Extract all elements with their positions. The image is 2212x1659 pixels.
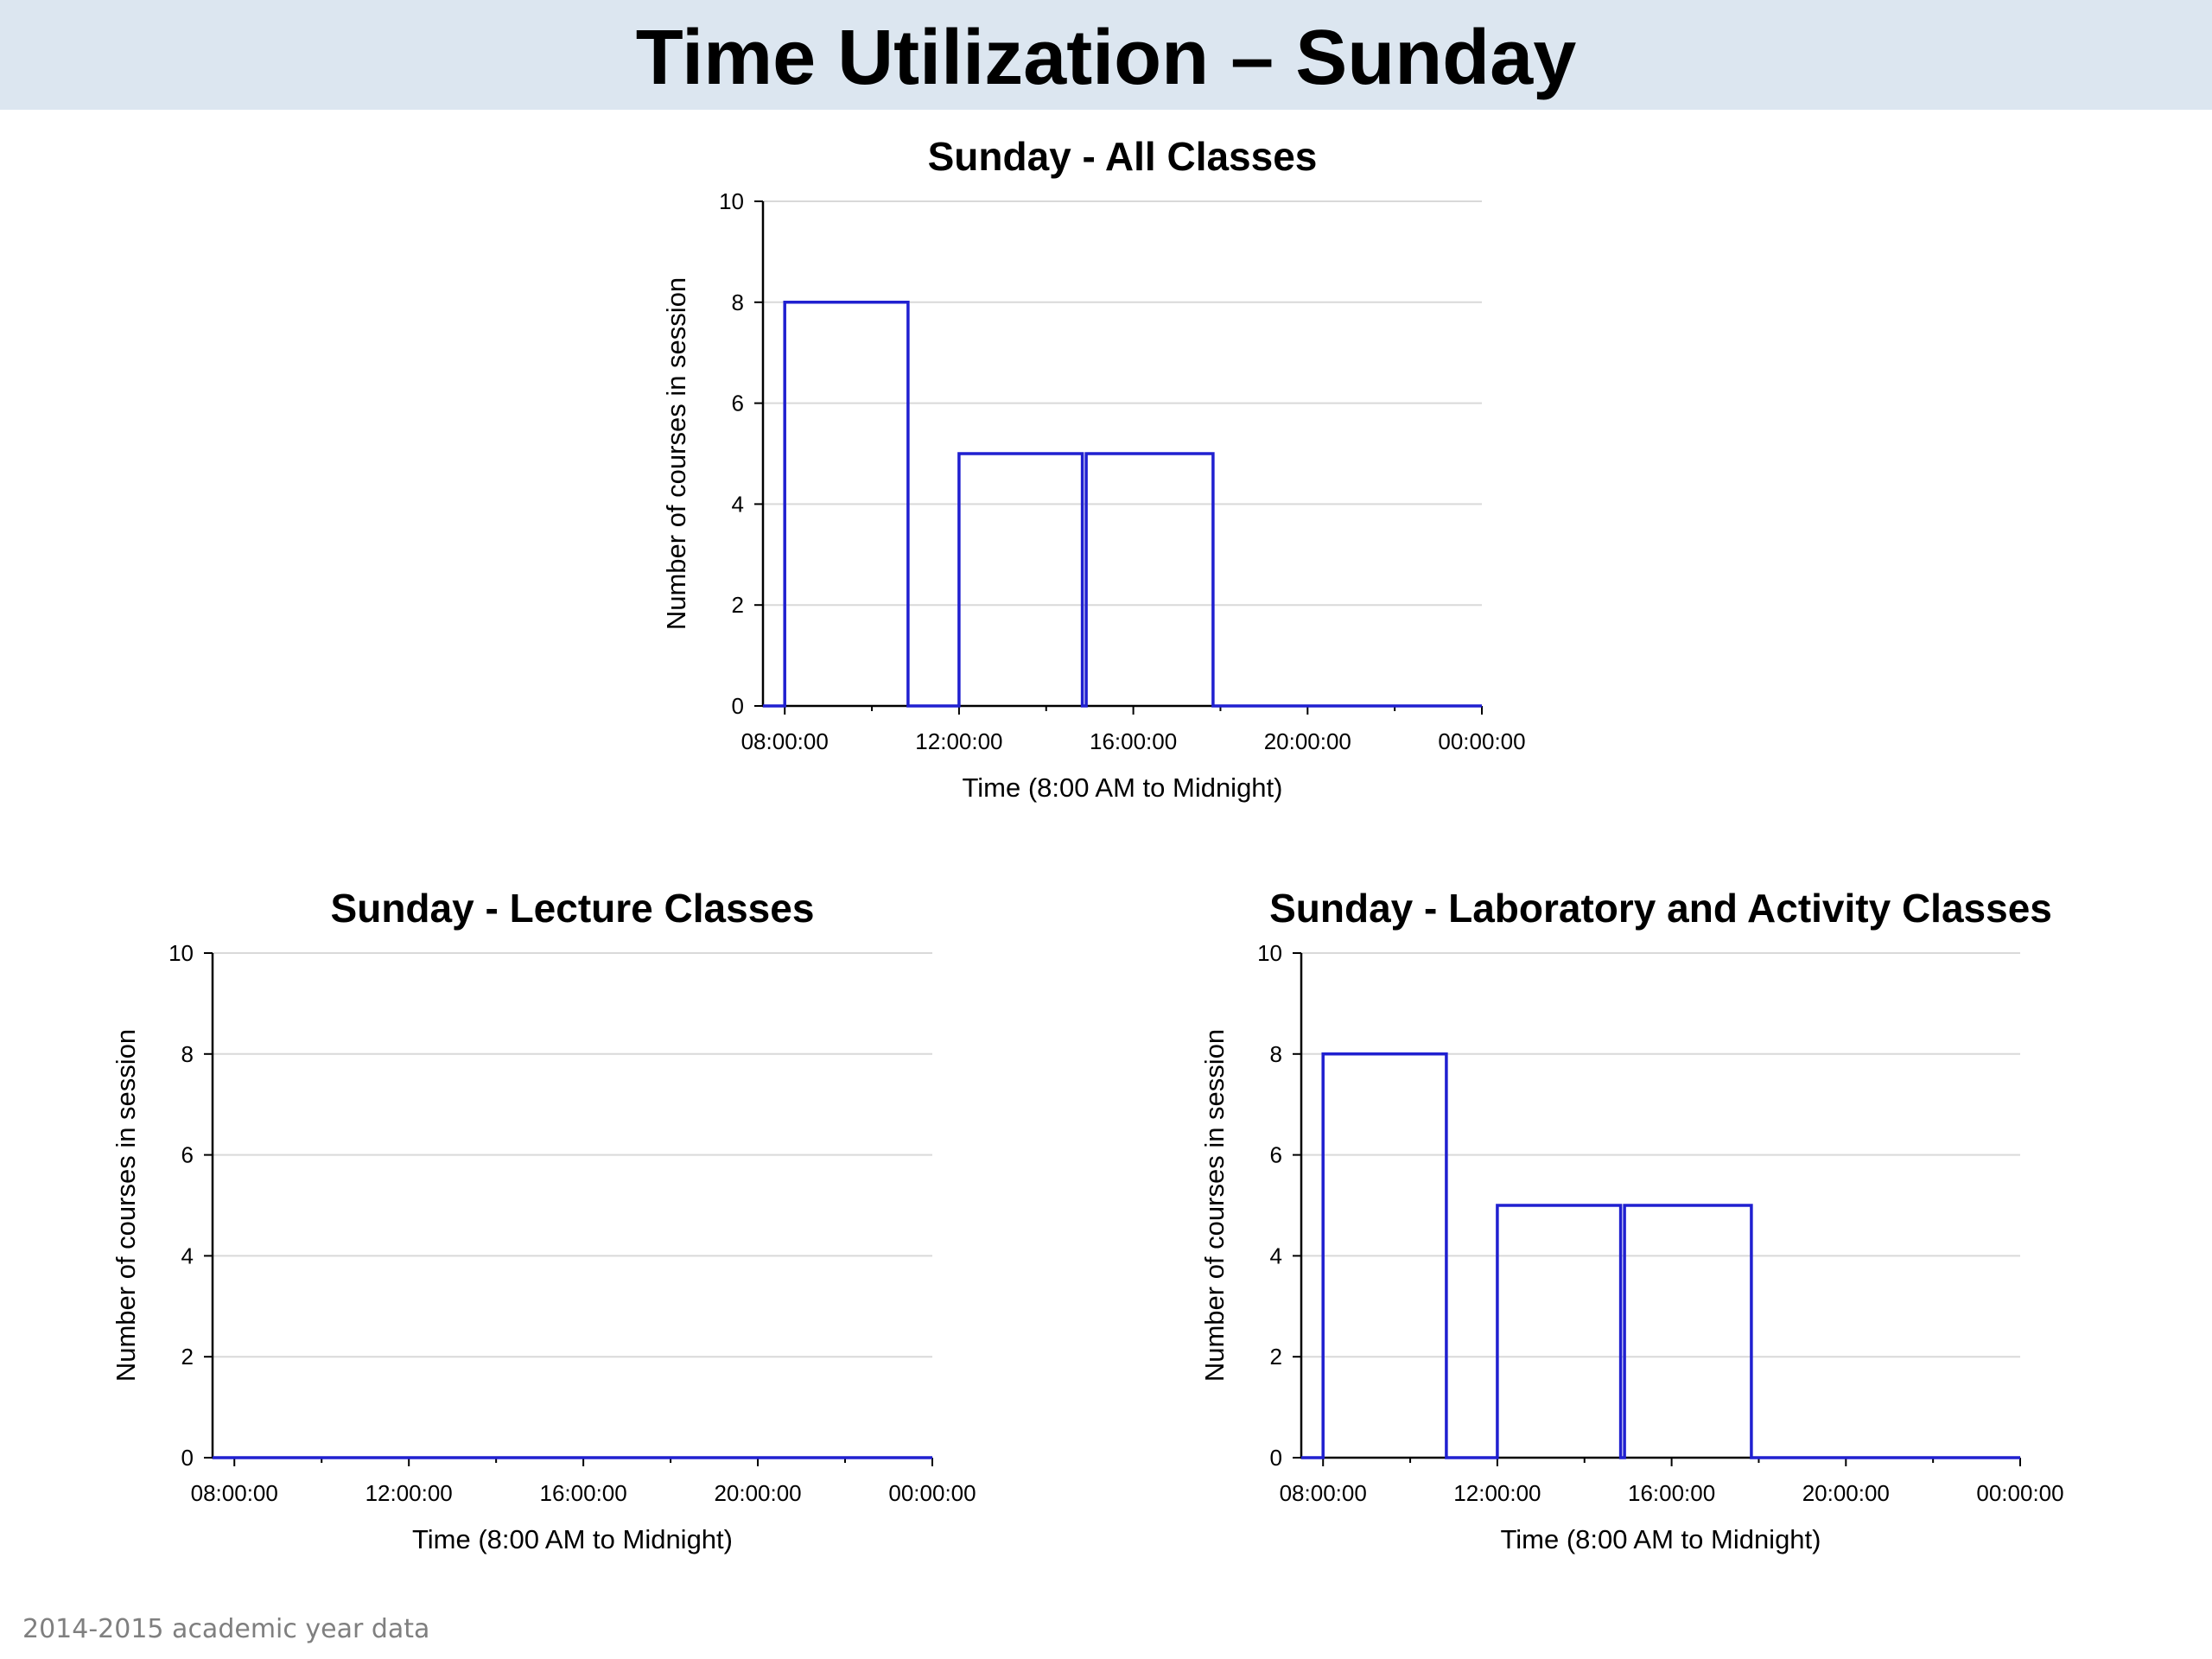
title-bar bbox=[0, 0, 2212, 110]
x-tick-label: 08:00:00 bbox=[1280, 1480, 1367, 1506]
y-tick-label: 4 bbox=[181, 1243, 194, 1268]
chart-title: Sunday - Laboratory and Activity Classes bbox=[1269, 886, 2052, 931]
y-tick-label: 2 bbox=[732, 592, 744, 618]
y-tick-label: 4 bbox=[1270, 1243, 1282, 1268]
y-tick-label: 10 bbox=[1257, 940, 1282, 966]
y-tick-label: 0 bbox=[1270, 1445, 1282, 1471]
y-tick-label: 10 bbox=[719, 188, 744, 214]
x-tick-label: 16:00:00 bbox=[1628, 1480, 1715, 1506]
y-tick-label: 6 bbox=[1270, 1142, 1282, 1168]
chart-title: Sunday - Lecture Classes bbox=[331, 886, 815, 931]
series-line bbox=[1301, 1052, 2020, 1459]
slide-title: Time Utilization – Sunday bbox=[635, 14, 1577, 101]
y-tick-label: 8 bbox=[732, 289, 744, 315]
x-tick-label: 00:00:00 bbox=[1438, 728, 1525, 754]
y-axis-label: Number of courses in session bbox=[111, 1029, 141, 1382]
x-axis-label: Time (8:00 AM to Midnight) bbox=[963, 772, 1283, 803]
x-tick-label: 00:00:00 bbox=[1976, 1480, 2063, 1506]
x-tick-label: 20:00:00 bbox=[714, 1480, 801, 1506]
y-tick-label: 10 bbox=[168, 940, 194, 966]
y-tick-label: 8 bbox=[181, 1041, 194, 1067]
y-axis-label: Number of courses in session bbox=[1199, 1029, 1230, 1382]
y-tick-label: 2 bbox=[181, 1344, 194, 1370]
x-tick-label: 12:00:00 bbox=[915, 728, 1002, 754]
x-axis-label: Time (8:00 AM to Midnight) bbox=[1501, 1524, 1821, 1554]
chart-title: Sunday - All Classes bbox=[928, 134, 1318, 179]
x-tick-label: 08:00:00 bbox=[191, 1480, 278, 1506]
y-tick-label: 8 bbox=[1270, 1041, 1282, 1067]
x-tick-label: 12:00:00 bbox=[1453, 1480, 1541, 1506]
series-line bbox=[763, 301, 1482, 708]
y-tick-label: 4 bbox=[732, 491, 744, 517]
x-tick-label: 16:00:00 bbox=[1090, 728, 1177, 754]
x-axis-label: Time (8:00 AM to Midnight) bbox=[412, 1524, 733, 1554]
y-tick-label: 6 bbox=[732, 391, 744, 416]
y-tick-label: 0 bbox=[732, 693, 744, 719]
x-tick-label: 20:00:00 bbox=[1802, 1480, 1890, 1506]
y-tick-label: 0 bbox=[181, 1445, 194, 1471]
y-tick-label: 6 bbox=[181, 1142, 194, 1168]
y-tick-label: 2 bbox=[1270, 1344, 1282, 1370]
x-tick-label: 20:00:00 bbox=[1264, 728, 1351, 754]
y-axis-label: Number of courses in session bbox=[661, 277, 691, 630]
footer-note: 2014-2015 academic year data bbox=[22, 1614, 430, 1644]
x-tick-label: 00:00:00 bbox=[888, 1480, 976, 1506]
x-tick-label: 12:00:00 bbox=[365, 1480, 453, 1506]
x-tick-label: 08:00:00 bbox=[741, 728, 829, 754]
x-tick-label: 16:00:00 bbox=[540, 1480, 627, 1506]
